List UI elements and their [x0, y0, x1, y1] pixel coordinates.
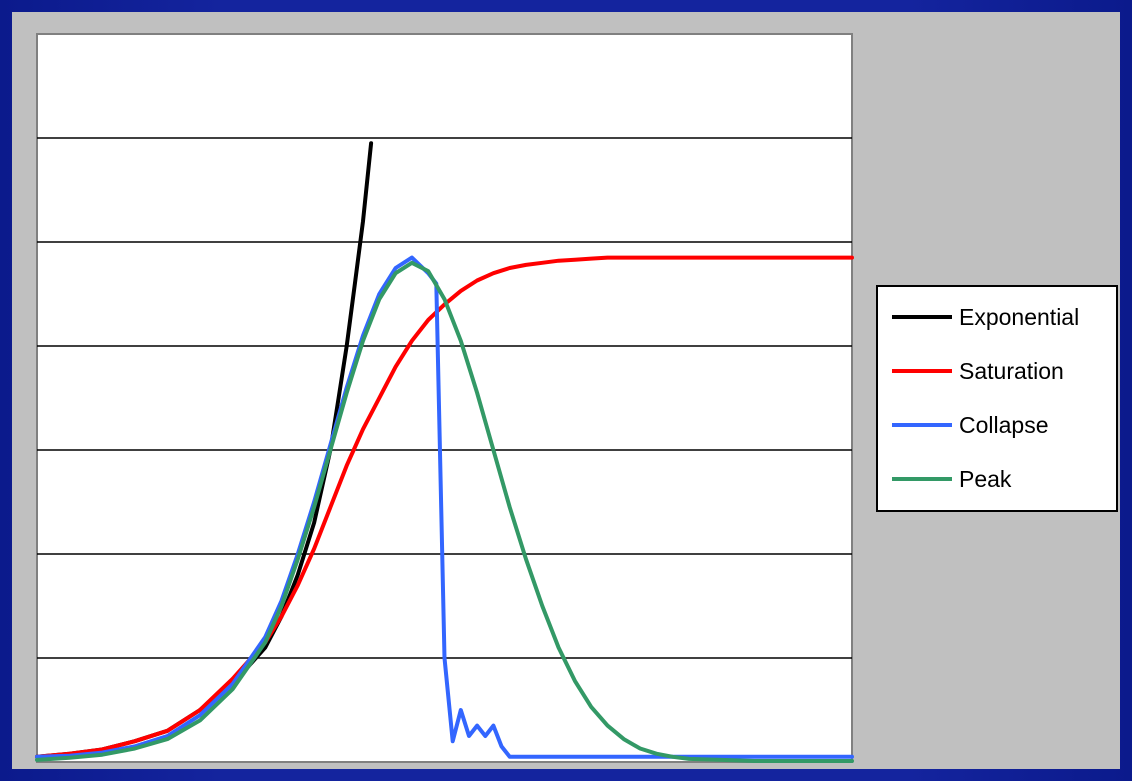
legend: Exponential Saturation Collapse Peak [876, 285, 1118, 512]
legend-label-collapse: Collapse [959, 412, 1049, 438]
grid-lines [37, 137, 852, 659]
legend-box [876, 285, 1118, 512]
legend-label-exponential: Exponential [959, 304, 1079, 330]
legend-label-saturation: Saturation [959, 358, 1064, 384]
line-chart: Exponential Saturation Collapse Peak [35, 33, 1118, 763]
series-lines [35, 141, 854, 763]
series-line-peak [35, 260, 854, 763]
legend-label-peak: Peak [959, 466, 1012, 492]
chart-background: Exponential Saturation Collapse Peak [12, 12, 1120, 769]
